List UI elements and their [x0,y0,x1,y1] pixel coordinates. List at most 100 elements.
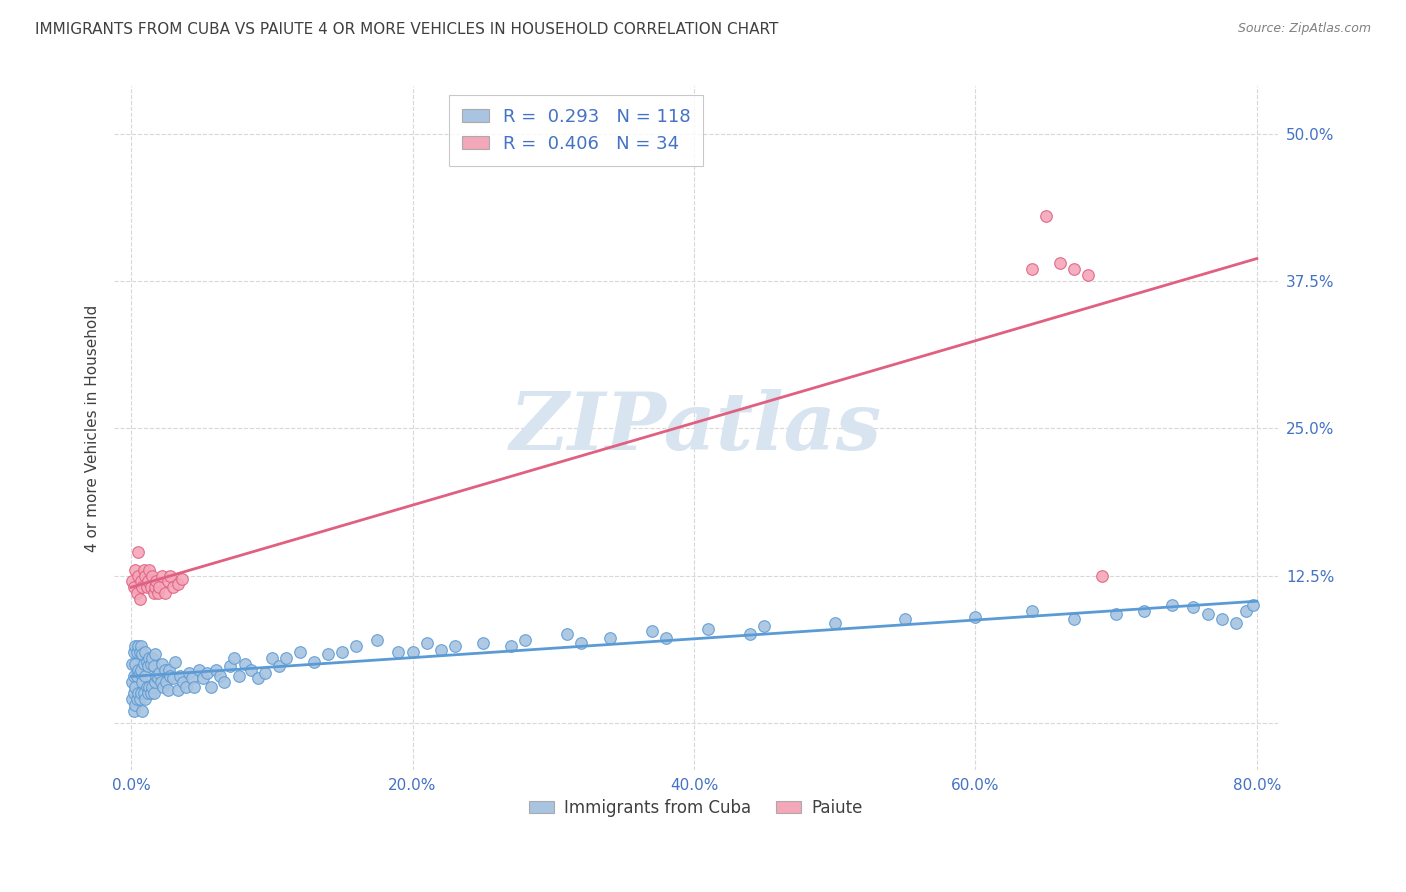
Point [124,698,146,713]
Point [172,674,194,689]
Point [1105,607,1128,622]
Point [121,574,143,589]
Point [148,666,170,681]
Point [1182,600,1205,615]
Point [166,576,188,591]
Point [121,674,143,689]
Point [155,674,177,689]
Point [159,669,181,683]
Point [499,639,522,653]
Point [129,686,152,700]
Point [1091,568,1114,582]
Point [641,624,664,638]
Point [128,645,150,659]
Point [697,622,720,636]
Point [366,633,388,648]
Point [1077,268,1099,282]
Point [387,645,409,659]
Point [187,663,209,677]
Text: IMMIGRANTS FROM CUBA VS PAIUTE 4 OR MORE VEHICLES IN HOUSEHOLD CORRELATION CHART: IMMIGRANTS FROM CUBA VS PAIUTE 4 OR MORE… [35,22,779,37]
Point [156,682,179,697]
Point [1241,598,1264,612]
Point [128,692,150,706]
Point [131,704,153,718]
Point [824,615,846,630]
Point [195,666,218,681]
Point [1021,604,1043,618]
Point [443,639,465,653]
Point [136,659,159,673]
Point [141,568,163,582]
Point [163,655,186,669]
Point [274,651,297,665]
Point [153,586,176,600]
Y-axis label: 4 or more Vehicles in Household: 4 or more Vehicles in Household [86,304,100,552]
Point [132,563,155,577]
Point [135,580,157,594]
Point [344,639,367,653]
Point [127,663,149,677]
Point [228,669,250,683]
Legend: Immigrants from Cuba, Paiute: Immigrants from Cuba, Paiute [523,792,869,823]
Point [246,671,269,685]
Point [143,580,166,594]
Point [134,669,156,683]
Point [143,674,166,689]
Point [124,563,146,577]
Point [267,659,290,673]
Point [156,574,179,589]
Point [138,563,160,577]
Point [204,663,226,677]
Point [1133,604,1156,618]
Point [513,633,536,648]
Point [599,631,621,645]
Point [129,639,152,653]
Text: Source: ZipAtlas.com: Source: ZipAtlas.com [1237,22,1371,36]
Point [134,568,156,582]
Point [125,645,148,659]
Point [131,674,153,689]
Point [122,686,145,700]
Point [150,657,173,671]
Point [288,645,311,659]
Point [177,666,200,681]
Point [239,663,262,677]
Point [153,663,176,677]
Point [965,609,987,624]
Point [142,659,165,673]
Point [471,636,494,650]
Point [200,681,222,695]
Text: ZIPatlas: ZIPatlas [510,390,882,467]
Point [170,572,193,586]
Point [135,655,157,669]
Point [157,663,180,677]
Point [166,682,188,697]
Point [1049,256,1071,270]
Point [740,627,762,641]
Point [122,669,145,683]
Point [132,686,155,700]
Point [138,651,160,665]
Point [148,580,170,594]
Point [754,619,776,633]
Point [159,568,181,582]
Point [121,657,143,671]
Point [212,674,235,689]
Point [1035,209,1057,223]
Point [401,645,423,659]
Point [146,671,169,685]
Point [125,692,148,706]
Point [145,669,167,683]
Point [415,636,437,650]
Point [136,686,159,700]
Point [174,681,197,695]
Point [129,663,152,677]
Point [1197,607,1219,622]
Point [145,574,167,589]
Point [124,639,146,653]
Point [330,645,353,659]
Point [162,671,184,685]
Point [124,681,146,695]
Point [208,669,231,683]
Point [1063,612,1085,626]
